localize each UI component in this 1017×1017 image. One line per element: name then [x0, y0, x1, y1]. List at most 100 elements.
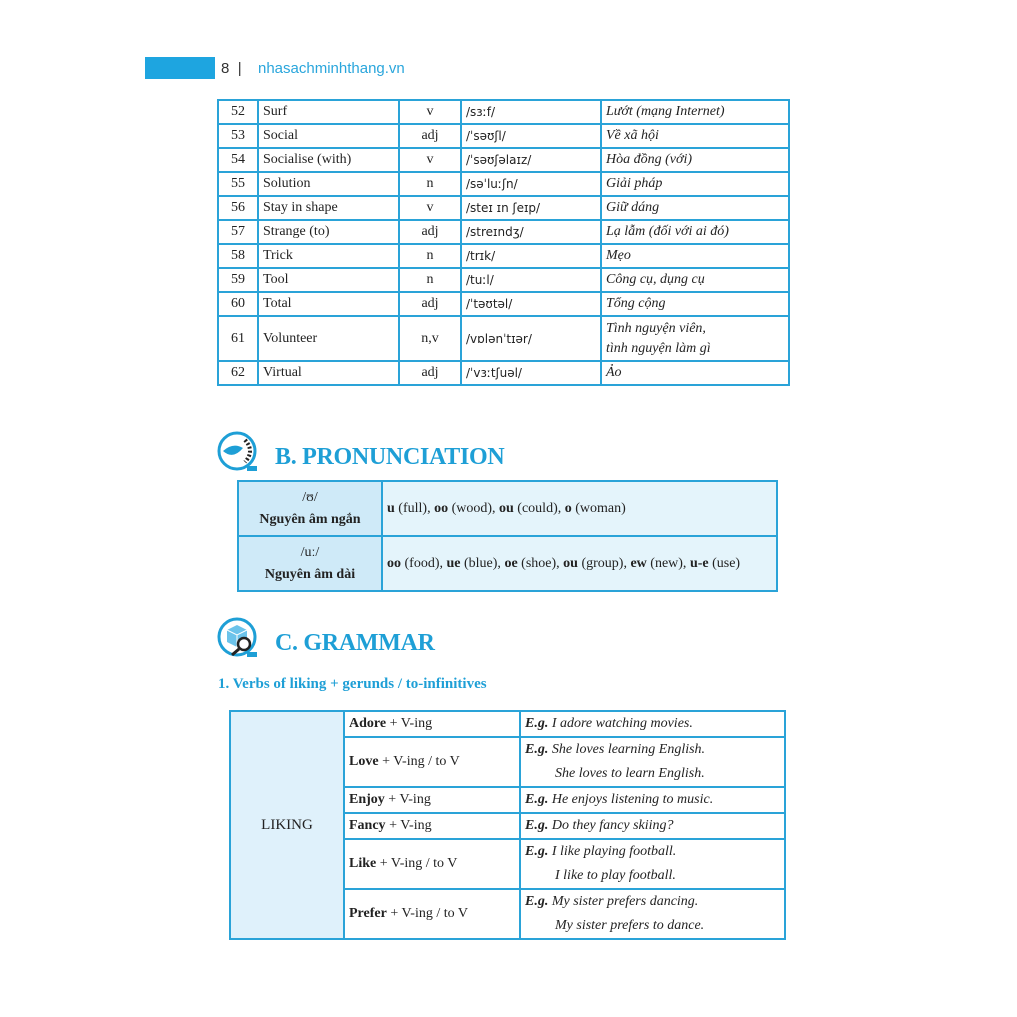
word-number: 60: [217, 291, 259, 317]
speaking-lips-icon: [217, 430, 259, 472]
example-line: My sister prefers to dance.: [525, 914, 780, 938]
meaning-line1: Tình nguyện viên,: [606, 320, 706, 336]
example-line: E.g. My sister prefers dancing.: [525, 890, 780, 914]
example-cell: E.g. I like playing football. I like to p…: [519, 838, 786, 890]
word-number: 57: [217, 219, 259, 245]
example-text: He enjoys listening to music.: [551, 792, 714, 807]
word-number: 58: [217, 243, 259, 269]
table-row: 60 Total adj/ˈtəʊtəl/Tổng cộng: [217, 291, 790, 317]
eg-label: E.g.: [525, 844, 549, 859]
example-text: She loves to learn English.: [555, 766, 705, 781]
page-number-text: 8: [221, 60, 230, 77]
spelling: oo: [387, 555, 401, 571]
meaning: Ảo: [600, 360, 790, 386]
pattern-cell: Adore + V-ing: [343, 710, 521, 738]
example-word: (new),: [646, 555, 690, 571]
table-row: Love + V-ing / to V E.g. She loves learni…: [230, 736, 786, 788]
phonetic: /steɪ ɪn ʃeɪp/: [460, 195, 602, 221]
word-number: 55: [217, 171, 259, 197]
example-cell: E.g. I adore watching movies.: [519, 710, 786, 738]
phonetic: /sɜːf/: [460, 99, 602, 125]
header-color-bar: [145, 57, 215, 79]
word: Surf: [257, 99, 400, 125]
meaning: Tổng cộng: [600, 291, 790, 317]
table-row: 54 Socialise (with) v/ˈsəʊʃəlaɪz/Hòa đồng …: [217, 147, 790, 173]
verb: Enjoy: [349, 792, 385, 807]
part-of-speech: adj: [398, 219, 462, 245]
table-row: Fancy + V-ing E.g. Do they fancy skiing?: [230, 812, 786, 840]
pattern-cell: Enjoy + V-ing: [343, 786, 521, 814]
phonetic: /ˈtəʊtəl/: [460, 291, 602, 317]
eg-label: E.g.: [525, 792, 549, 807]
example-text: I adore watching movies.: [551, 716, 693, 731]
meaning: Tình nguyện viên, tình nguyện làm gì: [600, 315, 790, 362]
eg-label: E.g.: [525, 894, 549, 909]
phonetic: /ˈsəʊʃl/: [460, 123, 602, 149]
meaning: Hòa đồng (với): [600, 147, 790, 173]
vowel-type: Nguyên âm dài: [264, 566, 356, 582]
spelling: u-e: [689, 555, 709, 571]
word-number: 61: [217, 315, 259, 362]
part-of-speech: v: [398, 147, 462, 173]
table-row: /ʊ/Nguyên âm ngắn u (full), oo (wood), ou…: [237, 480, 778, 537]
table-row: 62 Virtual adj/ˈvɜːtʃuəl/Ảo: [217, 360, 790, 386]
word-number: 53: [217, 123, 259, 149]
part-of-speech: n: [398, 171, 462, 197]
example-line: E.g. I like playing football.: [525, 840, 780, 864]
example-text: She loves learning English.: [551, 742, 706, 757]
pattern: + V-ing: [385, 818, 432, 833]
examples-cell: oo (food), ue (blue), oe (shoe), ou (gro…: [381, 535, 778, 592]
pattern: + V-ing / to V: [378, 754, 460, 769]
spelling: u: [387, 500, 395, 516]
pattern-cell: Fancy + V-ing: [343, 812, 521, 840]
pattern: + V-ing: [384, 792, 431, 807]
meaning: Lướt (mạng Internet): [600, 99, 790, 125]
example-word: (food),: [401, 555, 447, 571]
table-row: 55 Solution n/səˈluːʃn/Giải pháp: [217, 171, 790, 197]
verb: Adore: [349, 716, 387, 731]
word-number: 62: [217, 360, 259, 386]
phonetic: /vɒlənˈtɪər/: [460, 315, 602, 362]
word: Total: [257, 291, 400, 317]
example-word: (blue),: [460, 555, 505, 571]
cube-magnifier-icon: [217, 616, 259, 658]
example-word: (shoe),: [517, 555, 564, 571]
vowel-symbol: /ʊ/: [302, 489, 318, 505]
meaning: Công cụ, dụng cụ: [600, 267, 790, 293]
part-of-speech: n: [398, 267, 462, 293]
spelling: oe: [504, 555, 518, 571]
example-word: (full),: [394, 500, 435, 516]
example-line: E.g. Do they fancy skiing?: [525, 814, 780, 838]
section-title-grammar: C. GRAMMAR: [275, 630, 435, 656]
part-of-speech: adj: [398, 123, 462, 149]
part-of-speech: n,v: [398, 315, 462, 362]
verb: Like: [349, 856, 377, 871]
example-cell: E.g. He enjoys listening to music.: [519, 786, 786, 814]
grammar-subtitle: 1. Verbs of liking + gerunds / to-infini…: [218, 676, 487, 692]
pronunciation-table: /ʊ/Nguyên âm ngắn u (full), oo (wood), ou…: [237, 480, 778, 592]
example-cell: E.g. She loves learning English. She love…: [519, 736, 786, 788]
spelling: o: [564, 500, 572, 516]
example-word: (could),: [513, 500, 565, 516]
example-line: E.g. He enjoys listening to music.: [525, 788, 780, 812]
verb: Fancy: [349, 818, 386, 833]
phonetic: /trɪk/: [460, 243, 602, 269]
verb: Prefer: [349, 906, 387, 921]
table-row: 56 Stay in shape v/steɪ ɪn ʃeɪp/Giữ dáng: [217, 195, 790, 221]
pattern: + V-ing: [386, 716, 433, 731]
word: Social: [257, 123, 400, 149]
word-number: 56: [217, 195, 259, 221]
part-of-speech: adj: [398, 291, 462, 317]
meaning: Giải pháp: [600, 171, 790, 197]
vowel-symbol: /uː/: [300, 544, 320, 560]
word: Trick: [257, 243, 400, 269]
table-row: 61 Volunteer n,v/vɒlənˈtɪər/Tình nguyện vi…: [217, 315, 790, 362]
spelling: ew: [630, 555, 647, 571]
table-row: 58 Trick n/trɪk/Mẹo: [217, 243, 790, 269]
example-word: (group),: [577, 555, 631, 571]
table-row: /uː/Nguyên âm dài oo (food), ue (blue), o…: [237, 535, 778, 592]
word: Socialise (with): [257, 147, 400, 173]
word-number: 52: [217, 99, 259, 125]
example-text: I like playing football.: [551, 844, 677, 859]
eg-label: E.g.: [525, 742, 549, 757]
